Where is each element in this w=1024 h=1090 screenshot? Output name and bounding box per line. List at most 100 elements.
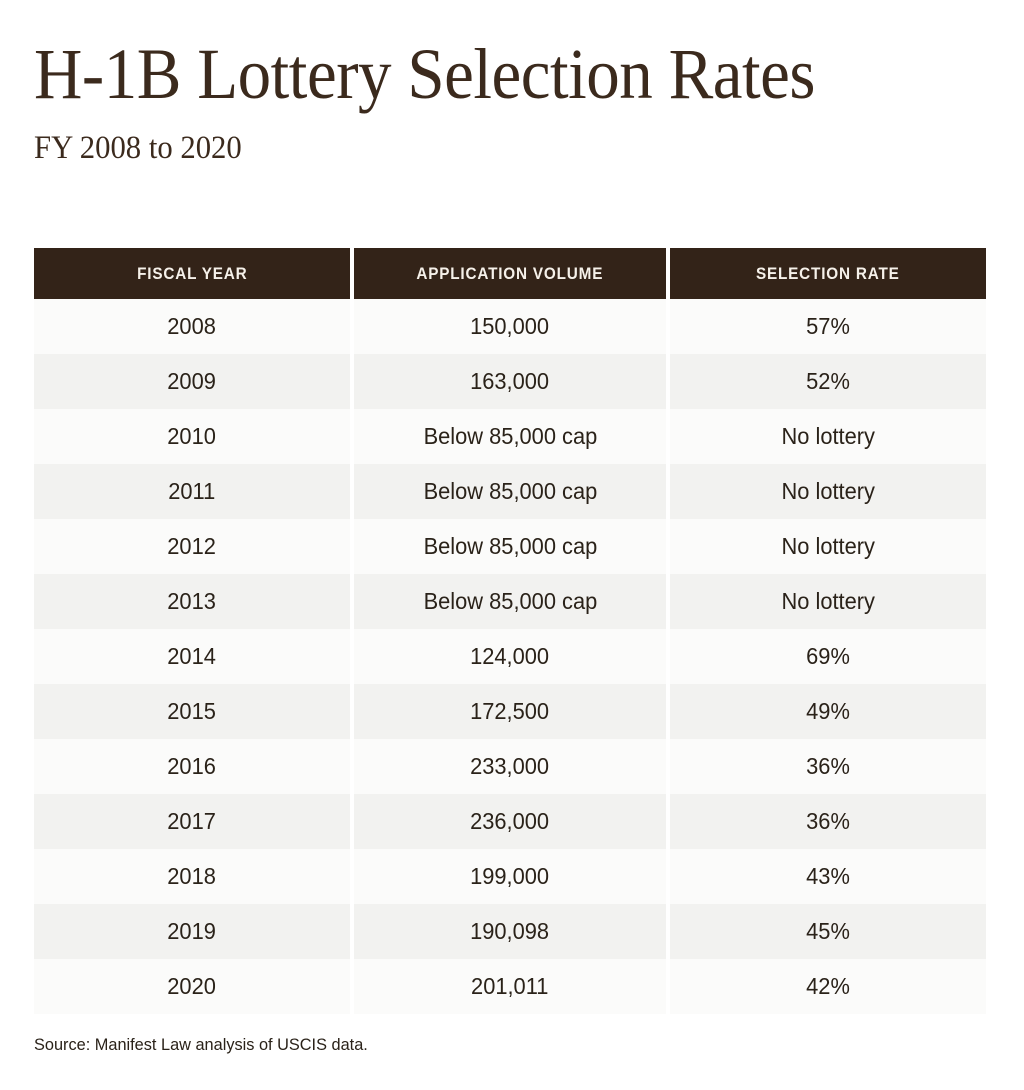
table-cell-application_volume: 236,000 bbox=[352, 794, 670, 849]
table-row: 2014 124,000 69% bbox=[34, 629, 986, 684]
table-cell-fiscal_year: 2018 bbox=[34, 849, 354, 904]
table-cell-application_volume-value: 201,011 bbox=[471, 973, 549, 999]
table-cell-fiscal_year: 2014 bbox=[34, 629, 354, 684]
table-cell-selection_rate: 42% bbox=[668, 959, 986, 1014]
table-cell-fiscal_year: 2020 bbox=[34, 959, 354, 1014]
table-cell-application_volume: 190,098 bbox=[352, 904, 670, 959]
table-cell-fiscal_year-value: 2020 bbox=[167, 973, 217, 999]
table-cell-application_volume: 172,500 bbox=[352, 684, 670, 739]
table-cell-application_volume-value: Below 85,000 cap bbox=[423, 478, 597, 504]
table-cell-selection_rate-value: No lottery bbox=[781, 533, 875, 559]
table-row: 2008 150,000 57% bbox=[34, 299, 986, 354]
table-cell-selection_rate: 52% bbox=[668, 354, 986, 409]
table-cell-application_volume-value: Below 85,000 cap bbox=[423, 423, 597, 449]
table-cell-selection_rate: 36% bbox=[668, 794, 986, 849]
page-title: H-1B Lottery Selection Rates bbox=[34, 34, 816, 114]
table-cell-selection_rate-value: 42% bbox=[806, 973, 850, 999]
table-cell-fiscal_year-value: 2015 bbox=[167, 698, 217, 724]
column-header-application-volume: APPLICATION VOLUME bbox=[352, 248, 670, 299]
table-cell-application_volume: 124,000 bbox=[352, 629, 670, 684]
table-cell-fiscal_year: 2015 bbox=[34, 684, 354, 739]
table-cell-fiscal_year: 2011 bbox=[34, 464, 354, 519]
table-cell-fiscal_year: 2012 bbox=[34, 519, 354, 574]
table-cell-application_volume-value: 236,000 bbox=[470, 808, 550, 834]
source-note: Source: Manifest Law analysis of USCIS d… bbox=[34, 1035, 368, 1054]
table-row: 2009 163,000 52% bbox=[34, 354, 986, 409]
table-cell-fiscal_year: 2009 bbox=[34, 354, 354, 409]
table-row: 2017 236,000 36% bbox=[34, 794, 986, 849]
table-cell-fiscal_year-value: 2012 bbox=[167, 533, 217, 559]
page-subtitle: FY 2008 to 2020 bbox=[34, 130, 242, 166]
table-cell-selection_rate: 49% bbox=[668, 684, 986, 739]
table-cell-selection_rate: 57% bbox=[668, 299, 986, 354]
table-cell-application_volume-value: 150,000 bbox=[470, 313, 550, 339]
table-cell-application_volume-value: 124,000 bbox=[470, 643, 550, 669]
table-row: 2013 Below 85,000 cap No lottery bbox=[34, 574, 986, 629]
table-cell-selection_rate-value: 57% bbox=[806, 313, 850, 339]
table-cell-selection_rate-value: No lottery bbox=[781, 588, 875, 614]
lottery-selection-rates-table: FISCAL YEAR APPLICATION VOLUME SELECTION… bbox=[34, 248, 986, 1014]
table-cell-application_volume-value: 190,098 bbox=[470, 918, 550, 944]
table-cell-fiscal_year-value: 2011 bbox=[168, 478, 216, 504]
table-cell-application_volume-value: 172,500 bbox=[470, 698, 550, 724]
table-cell-application_volume-value: 233,000 bbox=[470, 753, 550, 779]
table-cell-selection_rate-value: 43% bbox=[806, 863, 850, 889]
table-cell-selection_rate-value: No lottery bbox=[781, 478, 875, 504]
table-cell-fiscal_year-value: 2014 bbox=[167, 643, 217, 669]
table-cell-selection_rate: No lottery bbox=[668, 519, 986, 574]
table-cell-fiscal_year-value: 2017 bbox=[167, 808, 217, 834]
table-cell-selection_rate: No lottery bbox=[668, 574, 986, 629]
table-cell-application_volume: Below 85,000 cap bbox=[352, 409, 670, 464]
table-cell-selection_rate: 43% bbox=[668, 849, 986, 904]
table-cell-fiscal_year-value: 2009 bbox=[167, 368, 217, 394]
heading-block: H-1B Lottery Selection Rates FY 2008 to … bbox=[34, 34, 986, 168]
table-cell-fiscal_year: 2010 bbox=[34, 409, 354, 464]
column-header-selection-rate-label: SELECTION RATE bbox=[756, 263, 900, 283]
table-cell-application_volume-value: 199,000 bbox=[470, 863, 550, 889]
table-cell-fiscal_year-value: 2010 bbox=[167, 423, 217, 449]
table-cell-application_volume: Below 85,000 cap bbox=[352, 574, 670, 629]
table-cell-fiscal_year-value: 2016 bbox=[167, 753, 217, 779]
column-header-fiscal-year-label: FISCAL YEAR bbox=[136, 263, 248, 283]
table-cell-application_volume: 163,000 bbox=[352, 354, 670, 409]
table-cell-application_volume-value: Below 85,000 cap bbox=[423, 533, 597, 559]
table-cell-selection_rate: No lottery bbox=[668, 464, 986, 519]
table-cell-fiscal_year: 2016 bbox=[34, 739, 354, 794]
table-cell-selection_rate: 69% bbox=[668, 629, 986, 684]
table-cell-selection_rate-value: 52% bbox=[806, 368, 850, 394]
table-cell-selection_rate-value: No lottery bbox=[781, 423, 875, 449]
table-cell-application_volume: 150,000 bbox=[352, 299, 670, 354]
table-cell-application_volume: 233,000 bbox=[352, 739, 670, 794]
table-cell-fiscal_year: 2019 bbox=[34, 904, 354, 959]
table-row: 2016 233,000 36% bbox=[34, 739, 986, 794]
table-cell-application_volume-value: 163,000 bbox=[470, 368, 550, 394]
table-header-row: FISCAL YEAR APPLICATION VOLUME SELECTION… bbox=[34, 248, 986, 299]
table-cell-application_volume: 199,000 bbox=[352, 849, 670, 904]
table-cell-fiscal_year-value: 2019 bbox=[167, 918, 217, 944]
table-cell-fiscal_year-value: 2008 bbox=[167, 313, 217, 339]
column-header-selection-rate: SELECTION RATE bbox=[668, 248, 986, 299]
table-header: FISCAL YEAR APPLICATION VOLUME SELECTION… bbox=[34, 248, 986, 299]
table-cell-fiscal_year: 2008 bbox=[34, 299, 354, 354]
table-row: 2011 Below 85,000 cap No lottery bbox=[34, 464, 986, 519]
table-row: 2012 Below 85,000 cap No lottery bbox=[34, 519, 986, 574]
table-cell-fiscal_year-value: 2013 bbox=[167, 588, 217, 614]
column-header-fiscal-year: FISCAL YEAR bbox=[34, 248, 354, 299]
table-cell-selection_rate-value: 69% bbox=[806, 643, 850, 669]
table-cell-selection_rate-value: 49% bbox=[806, 698, 850, 724]
table-cell-application_volume: 201,011 bbox=[352, 959, 670, 1014]
table-cell-selection_rate: No lottery bbox=[668, 409, 986, 464]
table-cell-selection_rate: 36% bbox=[668, 739, 986, 794]
table-cell-selection_rate: 45% bbox=[668, 904, 986, 959]
table-cell-application_volume-value: Below 85,000 cap bbox=[423, 588, 597, 614]
table-cell-fiscal_year: 2017 bbox=[34, 794, 354, 849]
table-body: 2008 150,000 57% 2009 163,000 52% 2010 Below 85… bbox=[34, 299, 986, 1014]
table-cell-selection_rate-value: 45% bbox=[806, 918, 850, 944]
table-row: 2019 190,098 45% bbox=[34, 904, 986, 959]
table-row: 2010 Below 85,000 cap No lottery bbox=[34, 409, 986, 464]
table-cell-fiscal_year: 2013 bbox=[34, 574, 354, 629]
table-row: 2020 201,011 42% bbox=[34, 959, 986, 1014]
table-cell-application_volume: Below 85,000 cap bbox=[352, 464, 670, 519]
column-header-application-volume-label: APPLICATION VOLUME bbox=[416, 263, 604, 283]
